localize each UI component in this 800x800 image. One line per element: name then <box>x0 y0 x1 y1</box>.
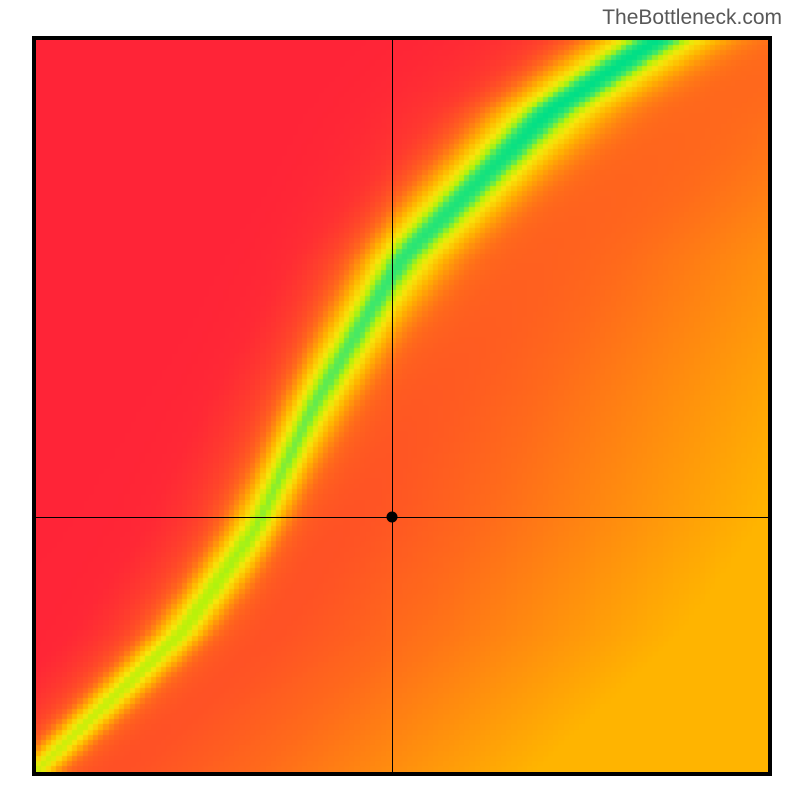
heatmap-canvas <box>36 40 768 772</box>
attribution-text: TheBottleneck.com <box>602 6 782 30</box>
plot-area <box>32 36 772 776</box>
chart-container: TheBottleneck.com <box>0 0 800 800</box>
